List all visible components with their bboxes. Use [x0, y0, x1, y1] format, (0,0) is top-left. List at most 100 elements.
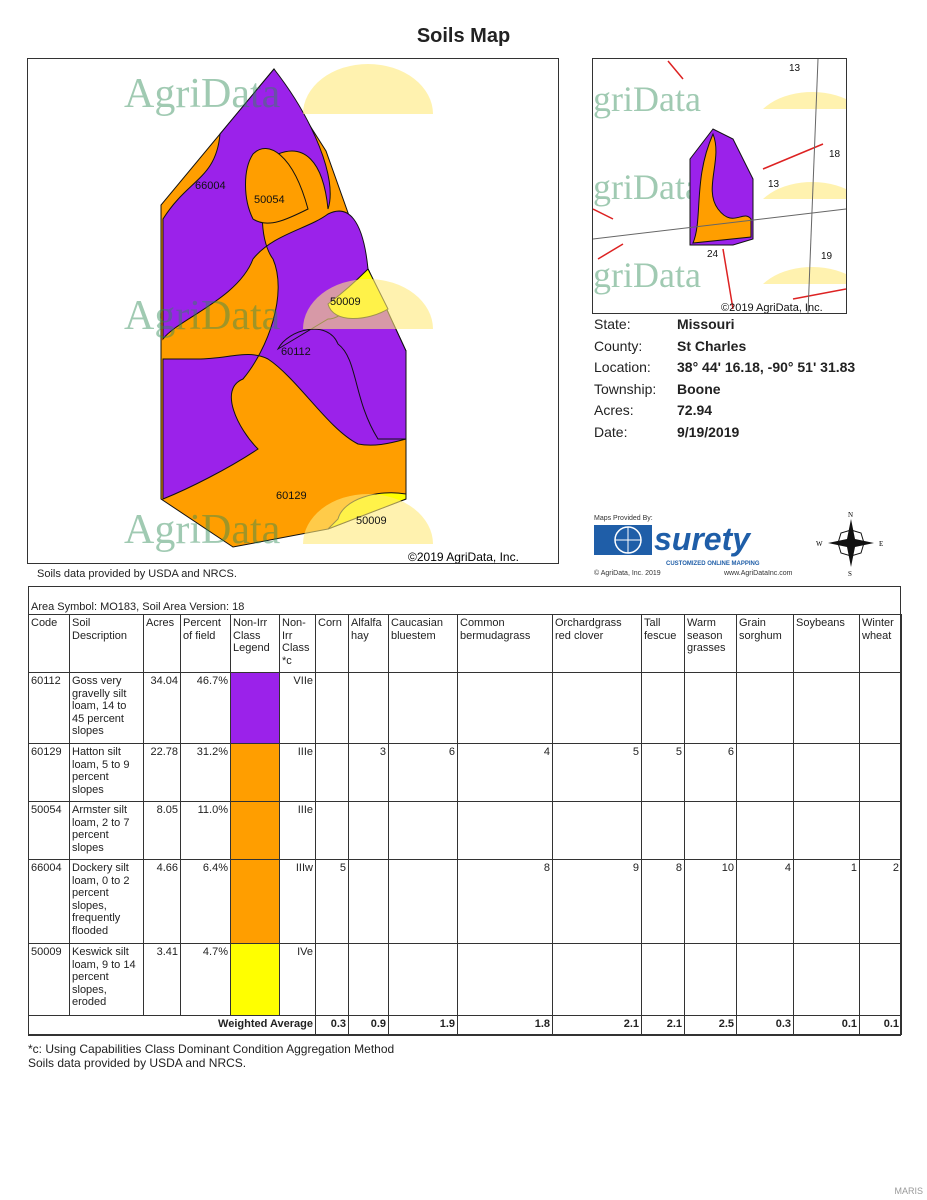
minimap-label: 13	[768, 179, 780, 190]
watermark: griData	[593, 255, 701, 295]
crop-value	[457, 801, 553, 860]
percent-of-field: 46.7%	[180, 672, 231, 744]
weighted-average-value: 0.1	[859, 1015, 902, 1035]
soil-description: Hatton silt loam, 5 to 9 percent slopes	[69, 743, 144, 802]
table-row: 50009 Keswick silt loam, 9 to 14 percent …	[28, 943, 902, 1016]
info-date: Date: 9/19/2019	[594, 423, 740, 440]
non-irr-class: IIIe	[279, 743, 316, 802]
footnotes: *c: Using Capabilities Class Dominant Co…	[28, 1042, 901, 1070]
table-row: 50054 Armster silt loam, 2 to 7 percent s…	[28, 801, 902, 860]
acres: 8.05	[143, 801, 181, 860]
table-row: 60129 Hatton silt loam, 5 to 9 percent sl…	[28, 743, 902, 802]
map-label: 60129	[276, 490, 307, 502]
watermark: griData	[593, 167, 701, 207]
soil-description: Keswick silt loam, 9 to 14 percent slope…	[69, 943, 144, 1016]
crop-value	[736, 743, 794, 802]
minimap-copyright: ©2019 AgriData, Inc.	[721, 302, 823, 313]
soil-description: Dockery silt loam, 0 to 2 percent slopes…	[69, 859, 144, 944]
soils-table: Area Symbol: MO183, Soil Area Version: 1…	[28, 586, 902, 1036]
column-header: Acres	[143, 614, 181, 673]
minimap-graphic: griData griData griData 13 18 13 24 19 ©…	[592, 58, 847, 314]
acres: 3.41	[143, 943, 181, 1016]
weighted-average-value: 0.9	[348, 1015, 389, 1035]
crop-value	[315, 672, 349, 744]
non-irr-class: IIIw	[279, 859, 316, 944]
map-label: 50009	[356, 515, 387, 527]
soils-map: AgriData AgriData AgriData 66004 50054 5…	[27, 58, 559, 564]
crop-value	[388, 672, 458, 744]
table-row: 60112 Goss very gravelly silt loam, 14 to…	[28, 672, 902, 744]
non-irr-class: IVe	[279, 943, 316, 1016]
soil-code: 60112	[28, 672, 70, 744]
minimap-label: 13	[789, 63, 801, 74]
map-label: 50009	[330, 296, 361, 308]
column-header: Percent of field	[180, 614, 231, 673]
crop-value: 1	[793, 859, 860, 944]
soil-code: 50009	[28, 943, 70, 1016]
non-irr-class: VIIe	[279, 672, 316, 744]
soil-description: Armster silt loam, 2 to 7 percent slopes	[69, 801, 144, 860]
soil-50054-orange	[245, 148, 309, 224]
watermark: AgriData	[124, 71, 281, 117]
svg-text:CUSTOMIZED ONLINE MAPPING: CUSTOMIZED ONLINE MAPPING	[666, 561, 760, 567]
weighted-average-value: 0.3	[736, 1015, 794, 1035]
map-label: 60112	[281, 346, 311, 358]
minimap-label: 19	[821, 251, 833, 262]
svg-text:www.AgriDataInc.com: www.AgriDataInc.com	[723, 570, 793, 577]
map-copyright: ©2019 AgriData, Inc.	[408, 550, 519, 563]
soil-description: Goss very gravelly silt loam, 14 to 45 p…	[69, 672, 144, 744]
crop-value	[859, 672, 902, 744]
column-header: Soybeans	[793, 614, 860, 673]
soil-code: 60129	[28, 743, 70, 802]
map-label: 66004	[195, 180, 226, 192]
corner-mark: MARIS	[894, 1186, 923, 1196]
field-info: State: Missouri County: St Charles Locatio…	[594, 316, 855, 445]
weighted-average-value: 2.1	[552, 1015, 642, 1035]
crop-value: 4	[457, 743, 553, 802]
crop-value	[552, 801, 642, 860]
crop-value	[793, 743, 860, 802]
minimap-label: 18	[829, 149, 841, 160]
crop-value	[552, 943, 642, 1016]
class-legend-swatch	[230, 801, 280, 860]
location-minimap: griData griData griData 13 18 13 24 19 ©…	[592, 58, 847, 314]
svg-text:S: S	[848, 570, 852, 576]
surety-logo: Maps Provided By: surety CUSTOMIZED ONLI…	[594, 515, 793, 577]
weighted-average-value: 0.1	[793, 1015, 860, 1035]
crop-value	[457, 672, 553, 744]
column-header: Non-Irr Class Legend	[230, 614, 280, 673]
acres: 34.04	[143, 672, 181, 744]
weighted-average-value: 0.3	[315, 1015, 349, 1035]
class-legend-swatch	[230, 672, 280, 744]
column-header: Winter wheat	[859, 614, 902, 673]
column-header: Tall fescue	[641, 614, 685, 673]
crop-value: 3	[348, 743, 389, 802]
crop-value	[388, 801, 458, 860]
crop-value	[736, 943, 794, 1016]
watermark: griData	[593, 79, 701, 119]
crop-value: 5	[641, 743, 685, 802]
column-header: Caucasian bluestem	[388, 614, 458, 673]
crop-value: 2	[859, 859, 902, 944]
crop-value	[348, 943, 389, 1016]
svg-text:surety: surety	[654, 521, 752, 557]
weighted-average-value: 1.8	[457, 1015, 553, 1035]
crop-value	[684, 943, 737, 1016]
info-county: County: St Charles	[594, 337, 747, 354]
column-header: Alfalfa hay	[348, 614, 389, 673]
crop-value	[641, 801, 685, 860]
crop-value	[552, 672, 642, 744]
weighted-average-value: 2.5	[684, 1015, 737, 1035]
crop-value	[315, 943, 349, 1016]
percent-of-field: 31.2%	[180, 743, 231, 802]
footnote: *c: Using Capabilities Class Dominant Co…	[28, 1042, 395, 1056]
crop-value	[388, 859, 458, 944]
area-symbol: Area Symbol: MO183, Soil Area Version: 1…	[31, 601, 245, 613]
crop-value: 8	[641, 859, 685, 944]
crop-value: 6	[684, 743, 737, 802]
page-title: Soils Map	[416, 25, 511, 47]
crop-value	[736, 672, 794, 744]
crop-value	[315, 801, 349, 860]
non-irr-class: IIIe	[279, 801, 316, 860]
